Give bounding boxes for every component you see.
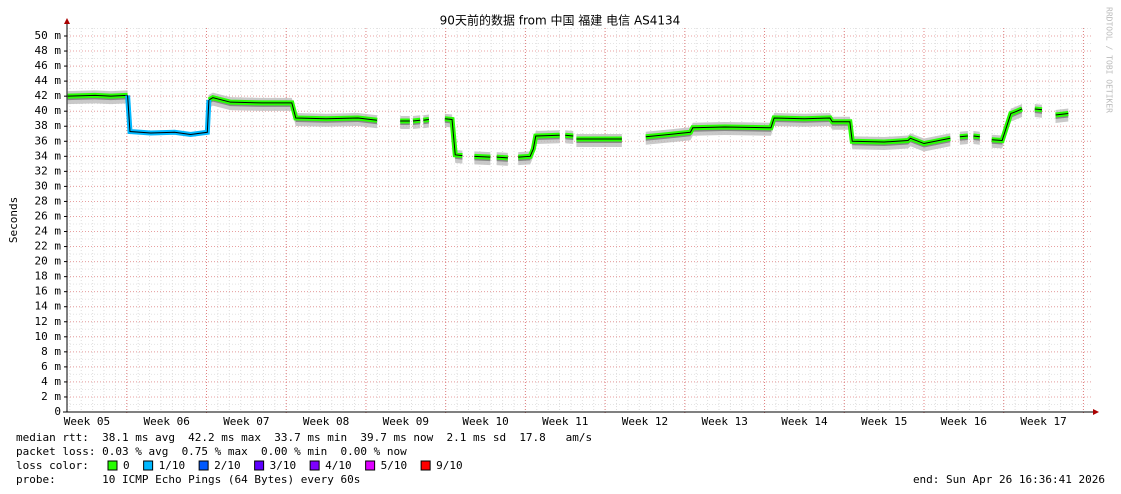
x-tick-label: Week 09 (383, 415, 429, 428)
x-tick-label: Week 12 (622, 415, 668, 428)
x-tick-label: Week 08 (303, 415, 349, 428)
legend-label: 5/10 (381, 459, 408, 472)
grid (64, 27, 1093, 415)
y-tick-label: 34 m (35, 149, 62, 162)
y-tick-label: 4 m (41, 375, 61, 388)
median-line (67, 94, 1069, 159)
y-tick-label: 10 m (35, 330, 62, 343)
chart-title: 90天前的数据 from 中国 福建 电信 AS4134 (440, 13, 681, 28)
median-rtt: median rtt: 38.1 ms avg 42.2 ms max 33.7… (16, 431, 592, 444)
y-tick-label: 28 m (35, 194, 62, 207)
x-arrow (1093, 409, 1099, 415)
y-tick-label: 38 m (35, 119, 62, 132)
legend-swatch (143, 460, 154, 471)
y-tick-label: 0 (54, 405, 61, 418)
y-tick-label: 24 m (35, 225, 62, 238)
loss-color-label: loss color: (16, 459, 89, 472)
y-arrow (64, 18, 70, 24)
y-tick-label: 40 m (35, 104, 62, 117)
y-tick-label: 14 m (35, 300, 62, 313)
x-tick-label: Week 05 (64, 415, 110, 428)
probe: probe: 10 ICMP Echo Pings (64 Bytes) eve… (16, 473, 360, 486)
y-tick-label: 12 m (35, 315, 62, 328)
y-axis-label: Seconds (7, 197, 20, 243)
legend-label: 1/10 (159, 459, 186, 472)
y-tick-label: 48 m (35, 44, 62, 57)
watermark: RRDTOOL / TOBI OETIKER (1105, 7, 1114, 113)
y-tick-label: 20 m (35, 255, 62, 268)
x-tick-label: Week 07 (223, 415, 269, 428)
legend-swatch (254, 460, 265, 471)
legend-label: 0 (123, 459, 130, 472)
x-tick-label: Week 15 (861, 415, 907, 428)
y-tick-label: 32 m (35, 164, 62, 177)
x-tick-label: Week 13 (702, 415, 748, 428)
y-tick-label: 42 m (35, 89, 62, 102)
legend-label: 2/10 (214, 459, 241, 472)
y-tick-label: 44 m (35, 74, 62, 87)
legend-swatch (365, 460, 376, 471)
x-tick-label: Week 10 (462, 415, 508, 428)
x-tick-label: Week 16 (941, 415, 987, 428)
y-tick-label: 26 m (35, 209, 62, 222)
y-tick-label: 50 m (35, 29, 62, 42)
y-tick-label: 2 m (41, 390, 61, 403)
end-time: end: Sun Apr 26 16:36:41 2026 (913, 473, 1105, 486)
y-tick-label: 8 m (41, 345, 61, 358)
y-tick-label: 16 m (35, 285, 62, 298)
y-tick-label: 18 m (35, 270, 62, 283)
plot (67, 90, 1069, 166)
x-tick-label: Week 17 (1020, 415, 1066, 428)
legend: 0 1/10 2/10 3/10 4/10 5/10 9/10 (107, 459, 463, 472)
y-tick-label: 22 m (35, 240, 62, 253)
legend-label: 9/10 (436, 459, 463, 472)
x-tick-label: Week 11 (542, 415, 588, 428)
median-line (127, 95, 210, 136)
legend-swatch (420, 460, 431, 471)
y-tick-label: 6 m (41, 360, 61, 373)
y-tick-label: 36 m (35, 134, 62, 147)
x-tick-label: Week 06 (143, 415, 189, 428)
legend-swatch (198, 460, 209, 471)
x-tick-label: Week 14 (781, 415, 828, 428)
packet-loss: packet loss: 0.03 % avg 0.75 % max 0.00 … (16, 445, 407, 458)
legend-swatch (107, 460, 118, 471)
legend-label: 4/10 (325, 459, 352, 472)
legend-swatch (309, 460, 320, 471)
y-tick-label: 30 m (35, 179, 62, 192)
legend-label: 3/10 (270, 459, 297, 472)
y-tick-label: 46 m (35, 59, 62, 72)
